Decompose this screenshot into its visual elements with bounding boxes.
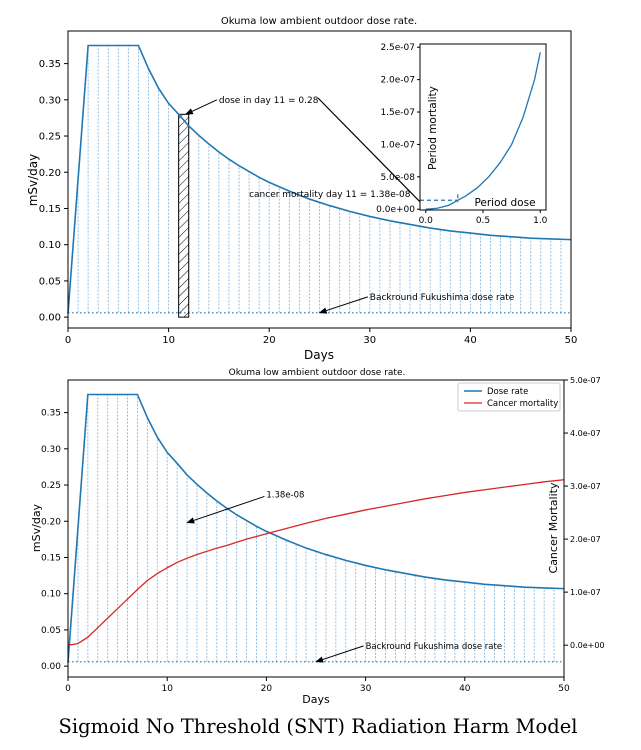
y-tick-label: 0.30	[41, 445, 61, 455]
top-chart-mortality-annotation: cancer mortality day 11 = 1.38e-08	[249, 190, 411, 200]
inset-y-ticks: 0.0e+00 5.0e-08 1.0e-07 1.5e-07 2.0e-07 2.5e-…	[376, 43, 420, 215]
x-tick-label: 40	[459, 684, 471, 694]
right-y-tick-label: 5.0e-07	[570, 376, 601, 385]
y-tick-label: 0.10	[39, 240, 61, 251]
y-tick-label: 0.25	[41, 481, 61, 491]
y-tick-label: 0.05	[41, 626, 61, 636]
inset-y-tick-label: 1.0e-07	[380, 140, 415, 150]
bottom-chart-mortality-line	[67, 479, 565, 646]
bottom-chart-dose-line	[67, 393, 565, 663]
top-chart-frame	[67, 30, 572, 329]
bottom-chart: Okuma low ambient outdoor dose rate. 0 10…	[30, 368, 605, 706]
y-tick-label: 0.35	[41, 409, 61, 419]
y-tick-label: 0.25	[39, 132, 61, 143]
top-chart-y-ticks: 0.00 0.05 0.10 0.15 0.20 0.25 0.30 0.35	[39, 59, 68, 324]
top-chart-x-ticks: 0 10 20 30 40 50	[65, 328, 578, 346]
bottom-chart-y-ticks: 0.00 0.05 0.10 0.15 0.20 0.25 0.30 0.35	[41, 409, 68, 672]
bottom-chart-title: Okuma low ambient outdoor dose rate.	[229, 368, 406, 378]
inset-connector-arrow	[317, 97, 429, 211]
right-y-tick-label: 4.0e-07	[570, 429, 601, 438]
bottom-chart-day-markers	[77, 394, 555, 662]
inset-x-tick-label: 0.5	[476, 216, 490, 226]
inset-x-ticks: 0.0 0.5 1.0	[419, 210, 548, 226]
inset-x-tick-label: 0.0	[419, 216, 434, 226]
top-chart-baseline-annotation: Backround Fukushima dose rate	[370, 293, 515, 303]
legend-dose-label: Dose rate	[487, 387, 528, 397]
inset-y-label: Period mortality	[427, 86, 439, 170]
bottom-chart-baseline-arrow	[315, 645, 364, 663]
x-tick-label: 50	[565, 335, 578, 346]
top-chart-y-label: mSv/day	[26, 154, 40, 207]
y-tick-label: 0.30	[39, 95, 61, 106]
inset-x-tick-label: 1.0	[533, 216, 548, 226]
inset-y-tick-label: 0.0e+00	[376, 205, 415, 215]
y-tick-label: 0.35	[39, 59, 61, 70]
inset-y-tick-label: 2.0e-07	[380, 76, 415, 86]
inset-y-tick-label: 2.5e-07	[380, 43, 415, 53]
y-tick-label: 0.00	[39, 313, 61, 324]
top-chart-day-markers	[77, 45, 562, 313]
bottom-chart-x-label: Days	[302, 693, 330, 706]
y-tick-label: 0.15	[39, 204, 61, 215]
bottom-chart-right-y-label: Cancer Mortality	[547, 482, 560, 573]
bottom-chart-right-y-ticks: 0.0e+00 1.0e-07 2.0e-07 3.0e-07 4.0e-07 5.0e-…	[564, 376, 605, 650]
legend-mortality-label: Cancer mortality	[487, 399, 558, 409]
y-tick-label: 0.05	[39, 276, 61, 287]
inset-mortality-curve	[425, 52, 541, 210]
top-chart: Okuma low ambient outdoor dose rate. 0 10…	[26, 16, 577, 362]
top-chart-dose-annotation: dose in day 11 = 0.28	[219, 96, 319, 106]
x-tick-label: 0	[65, 335, 71, 346]
top-chart-x-label: Days	[304, 348, 334, 362]
top-chart-day11-bar	[178, 113, 190, 318]
bottom-chart-mortality-arrow	[186, 495, 265, 524]
y-tick-label: 0.15	[41, 553, 61, 563]
right-y-tick-label: 1.0e-07	[570, 588, 601, 597]
x-tick-label: 10	[162, 335, 175, 346]
bottom-chart-frame	[67, 379, 565, 678]
right-y-tick-label: 0.0e+00	[570, 641, 605, 650]
inset-chart: 0.0 0.5 1.0 0.0e+00 5.0e-08 1.0e-07 1.5e-07 2.…	[376, 43, 548, 226]
bottom-chart-baseline-annotation: Backround Fukushima dose rate	[366, 642, 502, 652]
x-tick-label: 30	[363, 335, 376, 346]
x-tick-label: 20	[261, 684, 273, 694]
x-tick-label: 0	[65, 684, 71, 694]
top-chart-dose-arrow	[184, 99, 218, 115]
y-tick-label: 0.20	[41, 517, 61, 527]
x-tick-label: 40	[464, 335, 477, 346]
y-tick-label: 0.00	[41, 662, 61, 672]
inset-y-tick-label: 1.5e-07	[380, 108, 415, 118]
bottom-chart-mortality-annotation: 1.38e-08	[266, 490, 304, 500]
right-y-tick-label: 3.0e-07	[570, 482, 601, 491]
right-y-tick-label: 2.0e-07	[570, 535, 601, 544]
y-tick-label: 0.10	[41, 590, 61, 600]
x-tick-label: 10	[161, 684, 173, 694]
x-tick-label: 20	[263, 335, 276, 346]
bottom-chart-y-label: mSv/day	[30, 503, 43, 552]
bottom-chart-legend: Dose rate Cancer mortality	[457, 382, 561, 412]
top-chart-dose-line	[67, 44, 572, 314]
top-chart-baseline-arrow	[318, 296, 368, 314]
x-tick-label: 50	[558, 684, 570, 694]
inset-x-label: Period dose	[474, 197, 535, 209]
y-tick-label: 0.20	[39, 168, 61, 179]
top-chart-title: Okuma low ambient outdoor dose rate.	[221, 16, 417, 27]
bottom-chart-x-ticks: 0 10 20 30 40 50	[65, 677, 570, 694]
inset-y-tick-label: 5.0e-08	[380, 173, 415, 183]
figure-caption: Sigmoid No Threshold (SNT) Radiation Har…	[59, 715, 578, 738]
x-tick-label: 30	[360, 684, 372, 694]
legend-box	[457, 382, 561, 412]
